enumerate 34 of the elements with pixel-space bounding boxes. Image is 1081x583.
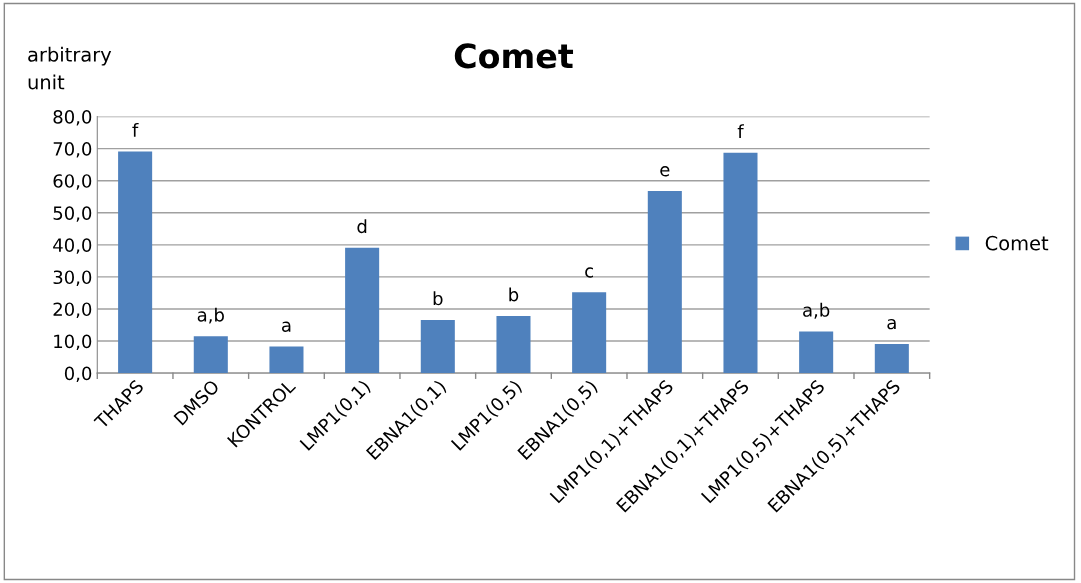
bar xyxy=(118,151,153,374)
bar xyxy=(345,247,380,374)
bar xyxy=(496,316,531,374)
data-label: c xyxy=(585,267,593,278)
y-tick-label: 40,0 xyxy=(53,238,92,254)
bar xyxy=(269,346,304,374)
bar xyxy=(647,190,682,374)
data-label: a xyxy=(887,318,896,330)
data-label: a xyxy=(282,321,291,332)
data-label: d xyxy=(357,219,367,234)
y-tick-label: 70,0 xyxy=(53,142,92,158)
data-label: f xyxy=(737,124,745,138)
data-label: a,b xyxy=(197,307,224,324)
y-tick-label: 80,0 xyxy=(53,110,92,126)
y-tick-label: 50,0 xyxy=(53,206,92,222)
bar xyxy=(874,343,909,374)
y-tick-label: 10,0 xyxy=(54,334,92,351)
bar xyxy=(723,152,758,374)
y-axis-title: arbitrary unit xyxy=(28,46,112,90)
bar xyxy=(420,319,455,374)
data-label: b xyxy=(433,291,443,306)
chart-title: Comet xyxy=(454,43,574,69)
bar xyxy=(193,336,228,374)
data-label: a,b xyxy=(803,302,830,319)
bar xyxy=(799,331,834,374)
bar xyxy=(572,292,607,374)
data-label: e xyxy=(660,166,670,177)
y-tick-label: 60,0 xyxy=(53,174,92,190)
y-tick-label: 30,0 xyxy=(53,270,92,286)
data-label: b xyxy=(509,287,519,302)
y-tick-label: 20,0 xyxy=(53,302,92,318)
data-label: f xyxy=(132,122,139,137)
legend-label: Comet xyxy=(985,235,1049,251)
y-tick-label: 0,0 xyxy=(64,366,92,383)
